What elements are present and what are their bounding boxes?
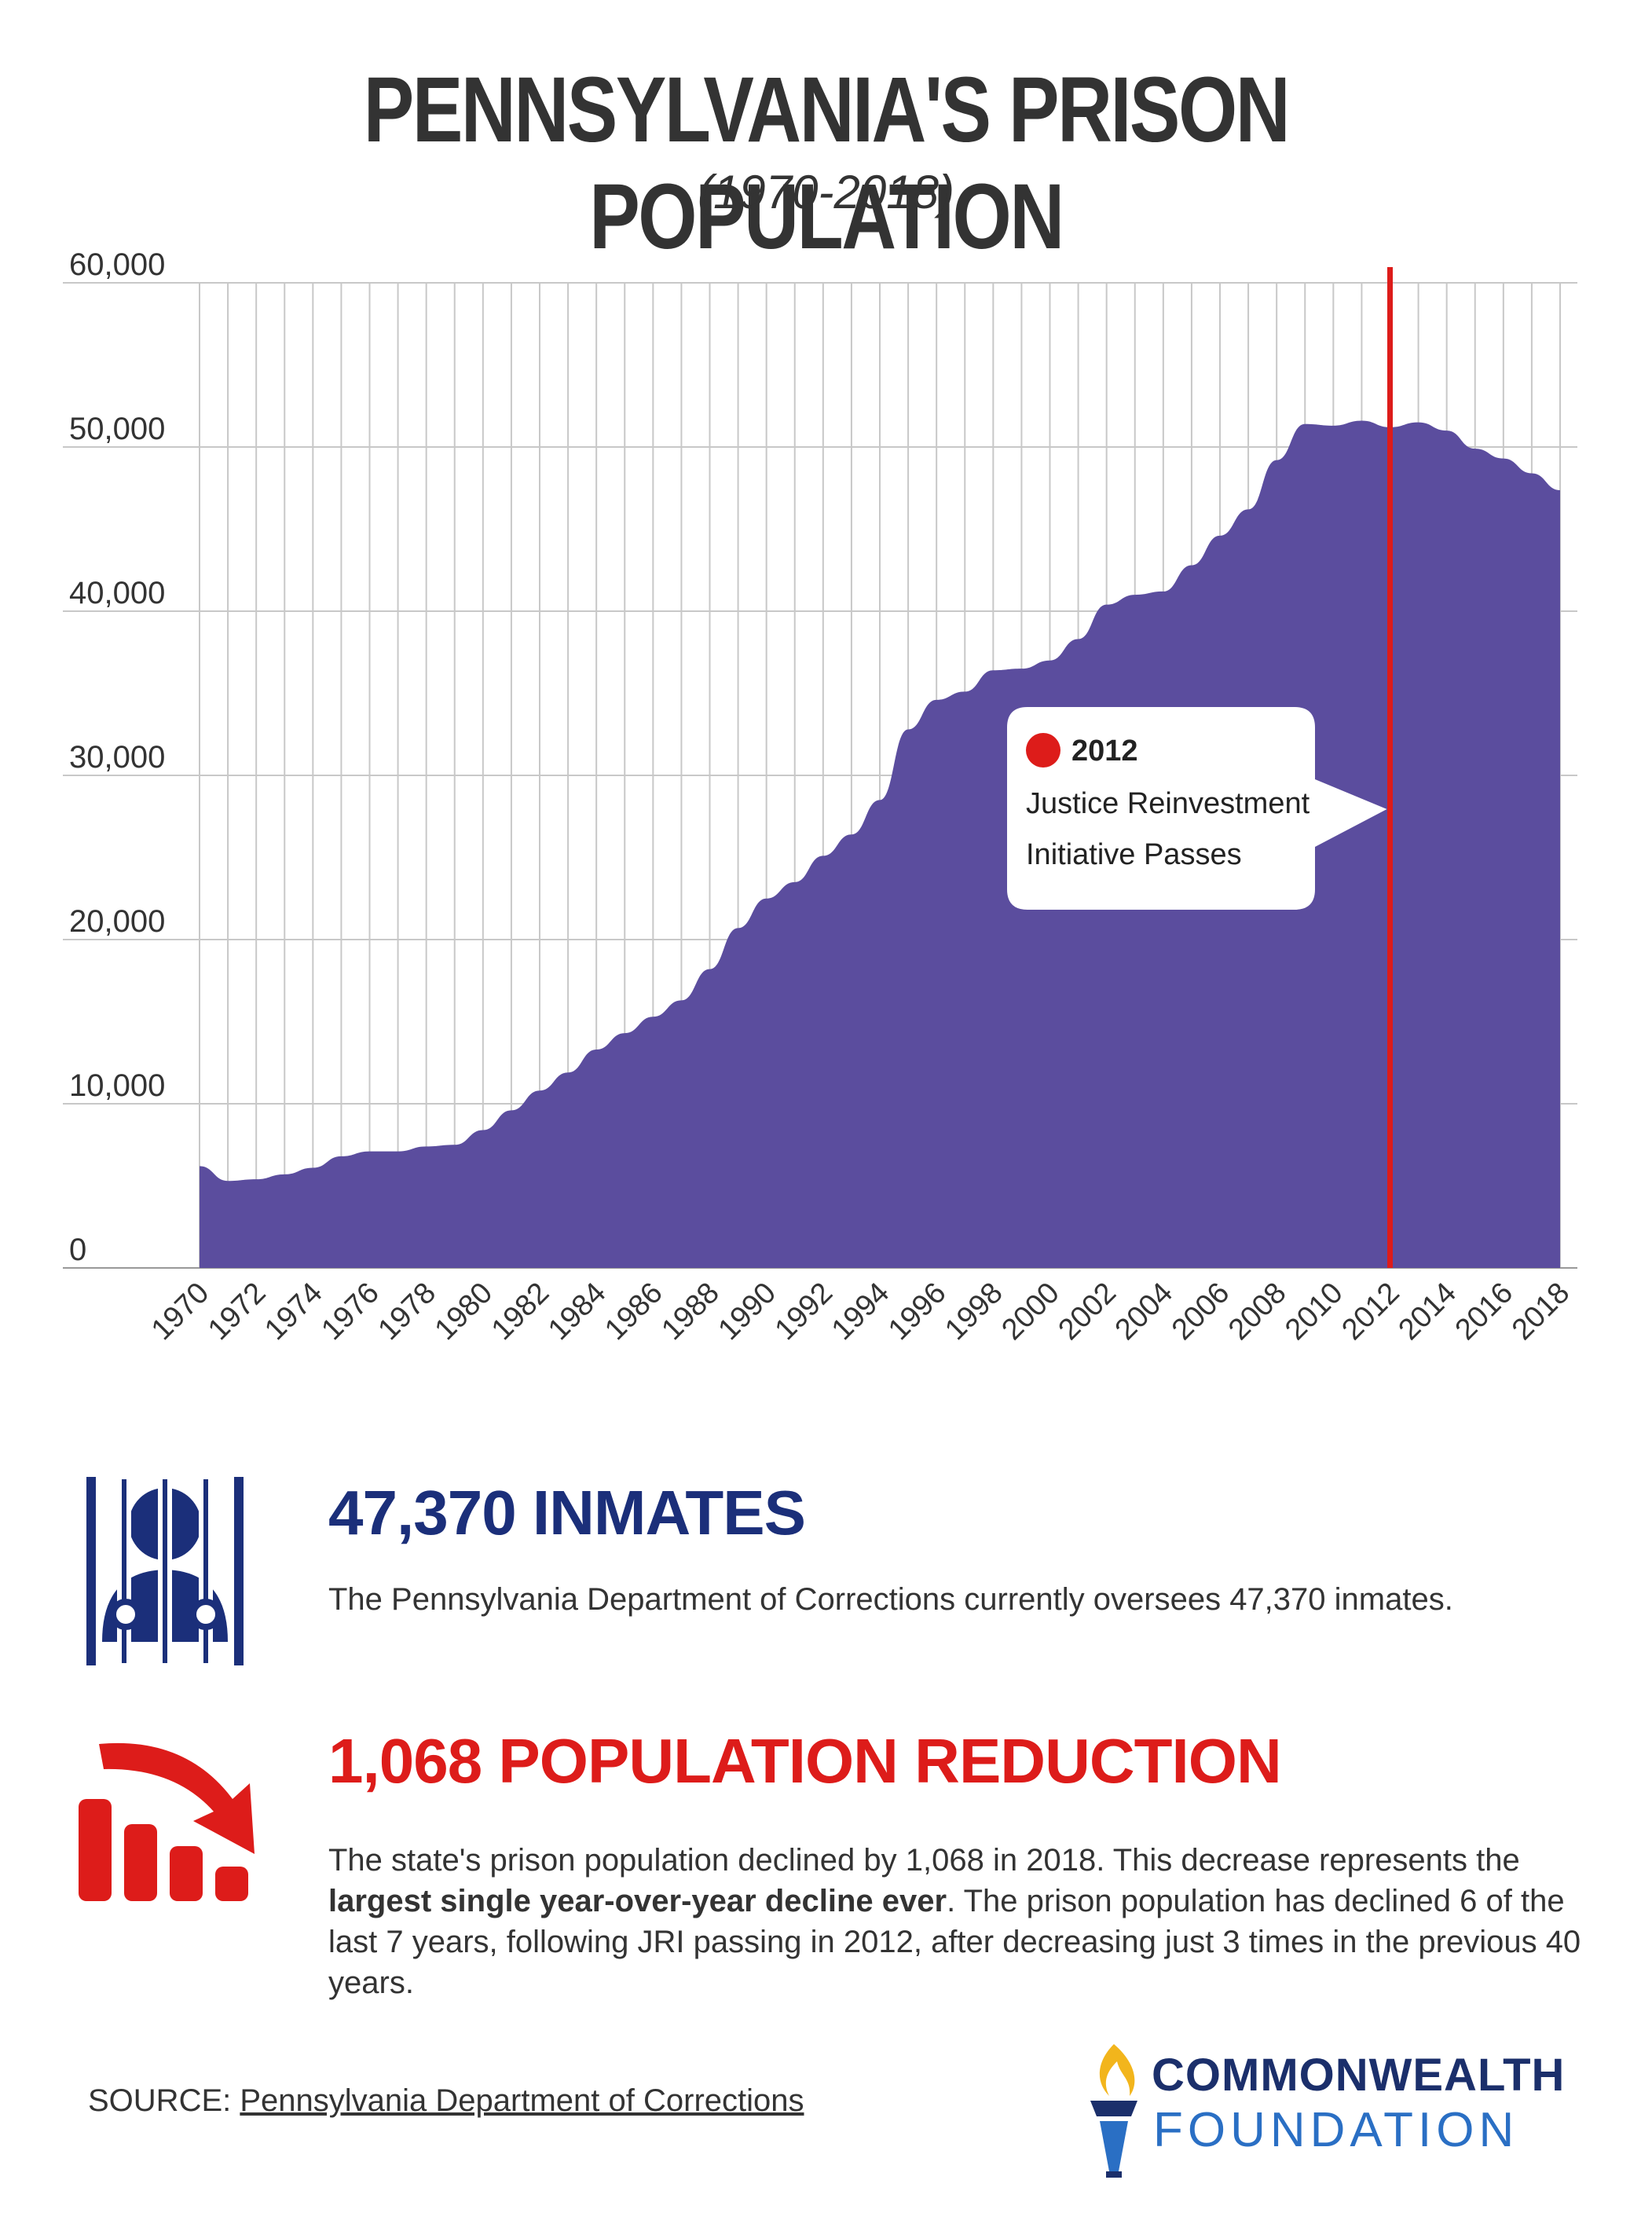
source-label: SOURCE:: [88, 2083, 232, 2118]
x-tick-label: 2008: [1222, 1277, 1292, 1346]
x-tick-label: 2004: [1109, 1277, 1179, 1346]
y-axis-labels: 0 10,000 20,000 30,000 40,000 50,000 60,000: [69, 247, 165, 1267]
x-tick-label: 1976: [315, 1277, 385, 1346]
callout-box: [1007, 707, 1387, 910]
source-line: SOURCE: Pennsylvania Department of Corre…: [88, 2083, 804, 2119]
callout-year: 2012: [1071, 735, 1138, 768]
reduction-text-part2: . The prison population has declined 6 o…: [328, 1884, 1581, 2000]
y-tick-label: 0: [69, 1233, 86, 1267]
x-tick-label: 1992: [769, 1277, 839, 1346]
x-tick-label: 1986: [599, 1277, 668, 1346]
logo-text-foundation: FOUNDATION: [1153, 2103, 1519, 2157]
x-tick-label: 1990: [712, 1277, 782, 1346]
x-tick-label: 1998: [939, 1277, 1009, 1346]
page-title: PENNSYLVANIA'S PRISON POPULATION: [363, 58, 1291, 269]
x-tick-label: 1996: [882, 1277, 952, 1346]
torch-logo-icon: [1090, 2044, 1137, 2178]
callout-red-dot: [1026, 733, 1060, 768]
x-tick-label: 2012: [1335, 1277, 1405, 1346]
y-tick-label: 50,000: [69, 412, 165, 446]
inmates-heading: 47,370 INMATES: [328, 1478, 806, 1548]
population-area: [200, 420, 1560, 1268]
y-tick-label: 40,000: [69, 576, 165, 610]
x-tick-label: 1972: [202, 1277, 272, 1346]
reduction-heading: 1,068 POPULATION REDUCTION: [328, 1726, 1282, 1796]
x-tick-label: 1980: [429, 1277, 499, 1346]
logo-text-commonwealth: COMMONWEALTH: [1152, 2050, 1566, 2101]
x-tick-label: 2016: [1449, 1277, 1519, 1346]
prison-population-chart: 0 10,000 20,000 30,000 40,000 50,000 60,000 19…: [63, 247, 1577, 1346]
x-tick-label: 1988: [655, 1277, 725, 1346]
x-tick-label: 1970: [145, 1277, 215, 1346]
y-tick-label: 20,000: [69, 904, 165, 939]
reduction-text-part1: The state's prison population declined b…: [328, 1843, 1520, 1878]
x-tick-label: 2000: [995, 1277, 1065, 1346]
x-tick-label: 1994: [826, 1277, 896, 1346]
inmates-text: The Pennsylvania Department of Correctio…: [328, 1582, 1453, 1617]
prisoner-behind-bars-icon: [86, 1477, 244, 1665]
y-tick-label: 30,000: [69, 740, 165, 775]
x-tick-label: 2002: [1053, 1277, 1123, 1346]
page-subtitle: (1970-2018): [698, 166, 954, 218]
y-tick-label: 10,000: [69, 1068, 165, 1103]
x-tick-label: 1978: [372, 1277, 442, 1346]
x-tick-label: 2006: [1166, 1277, 1236, 1346]
declining-bar-chart-icon: [79, 1742, 255, 1901]
callout-line1: Justice Reinvestment: [1026, 787, 1310, 820]
x-tick-label: 2018: [1506, 1277, 1576, 1346]
jri-annotation-callout: 2012 Justice Reinvestment Initiative Pas…: [1007, 707, 1387, 910]
reduction-text-bold: largest single year-over-year decline ev…: [328, 1884, 947, 1918]
source-link[interactable]: Pennsylvania Department of Corrections: [240, 2083, 804, 2118]
x-tick-label: 2014: [1393, 1277, 1463, 1346]
x-tick-label: 1974: [258, 1277, 328, 1346]
x-axis-labels: 1970197219741976197819801982198419861988…: [145, 1277, 1576, 1346]
x-tick-label: 1982: [485, 1277, 555, 1346]
y-tick-label: 60,000: [69, 247, 165, 282]
reduction-text: The state's prison population declined b…: [328, 1840, 1585, 2003]
x-tick-label: 1984: [542, 1277, 612, 1346]
callout-line2: Initiative Passes: [1026, 838, 1242, 871]
x-tick-label: 2010: [1279, 1277, 1349, 1346]
